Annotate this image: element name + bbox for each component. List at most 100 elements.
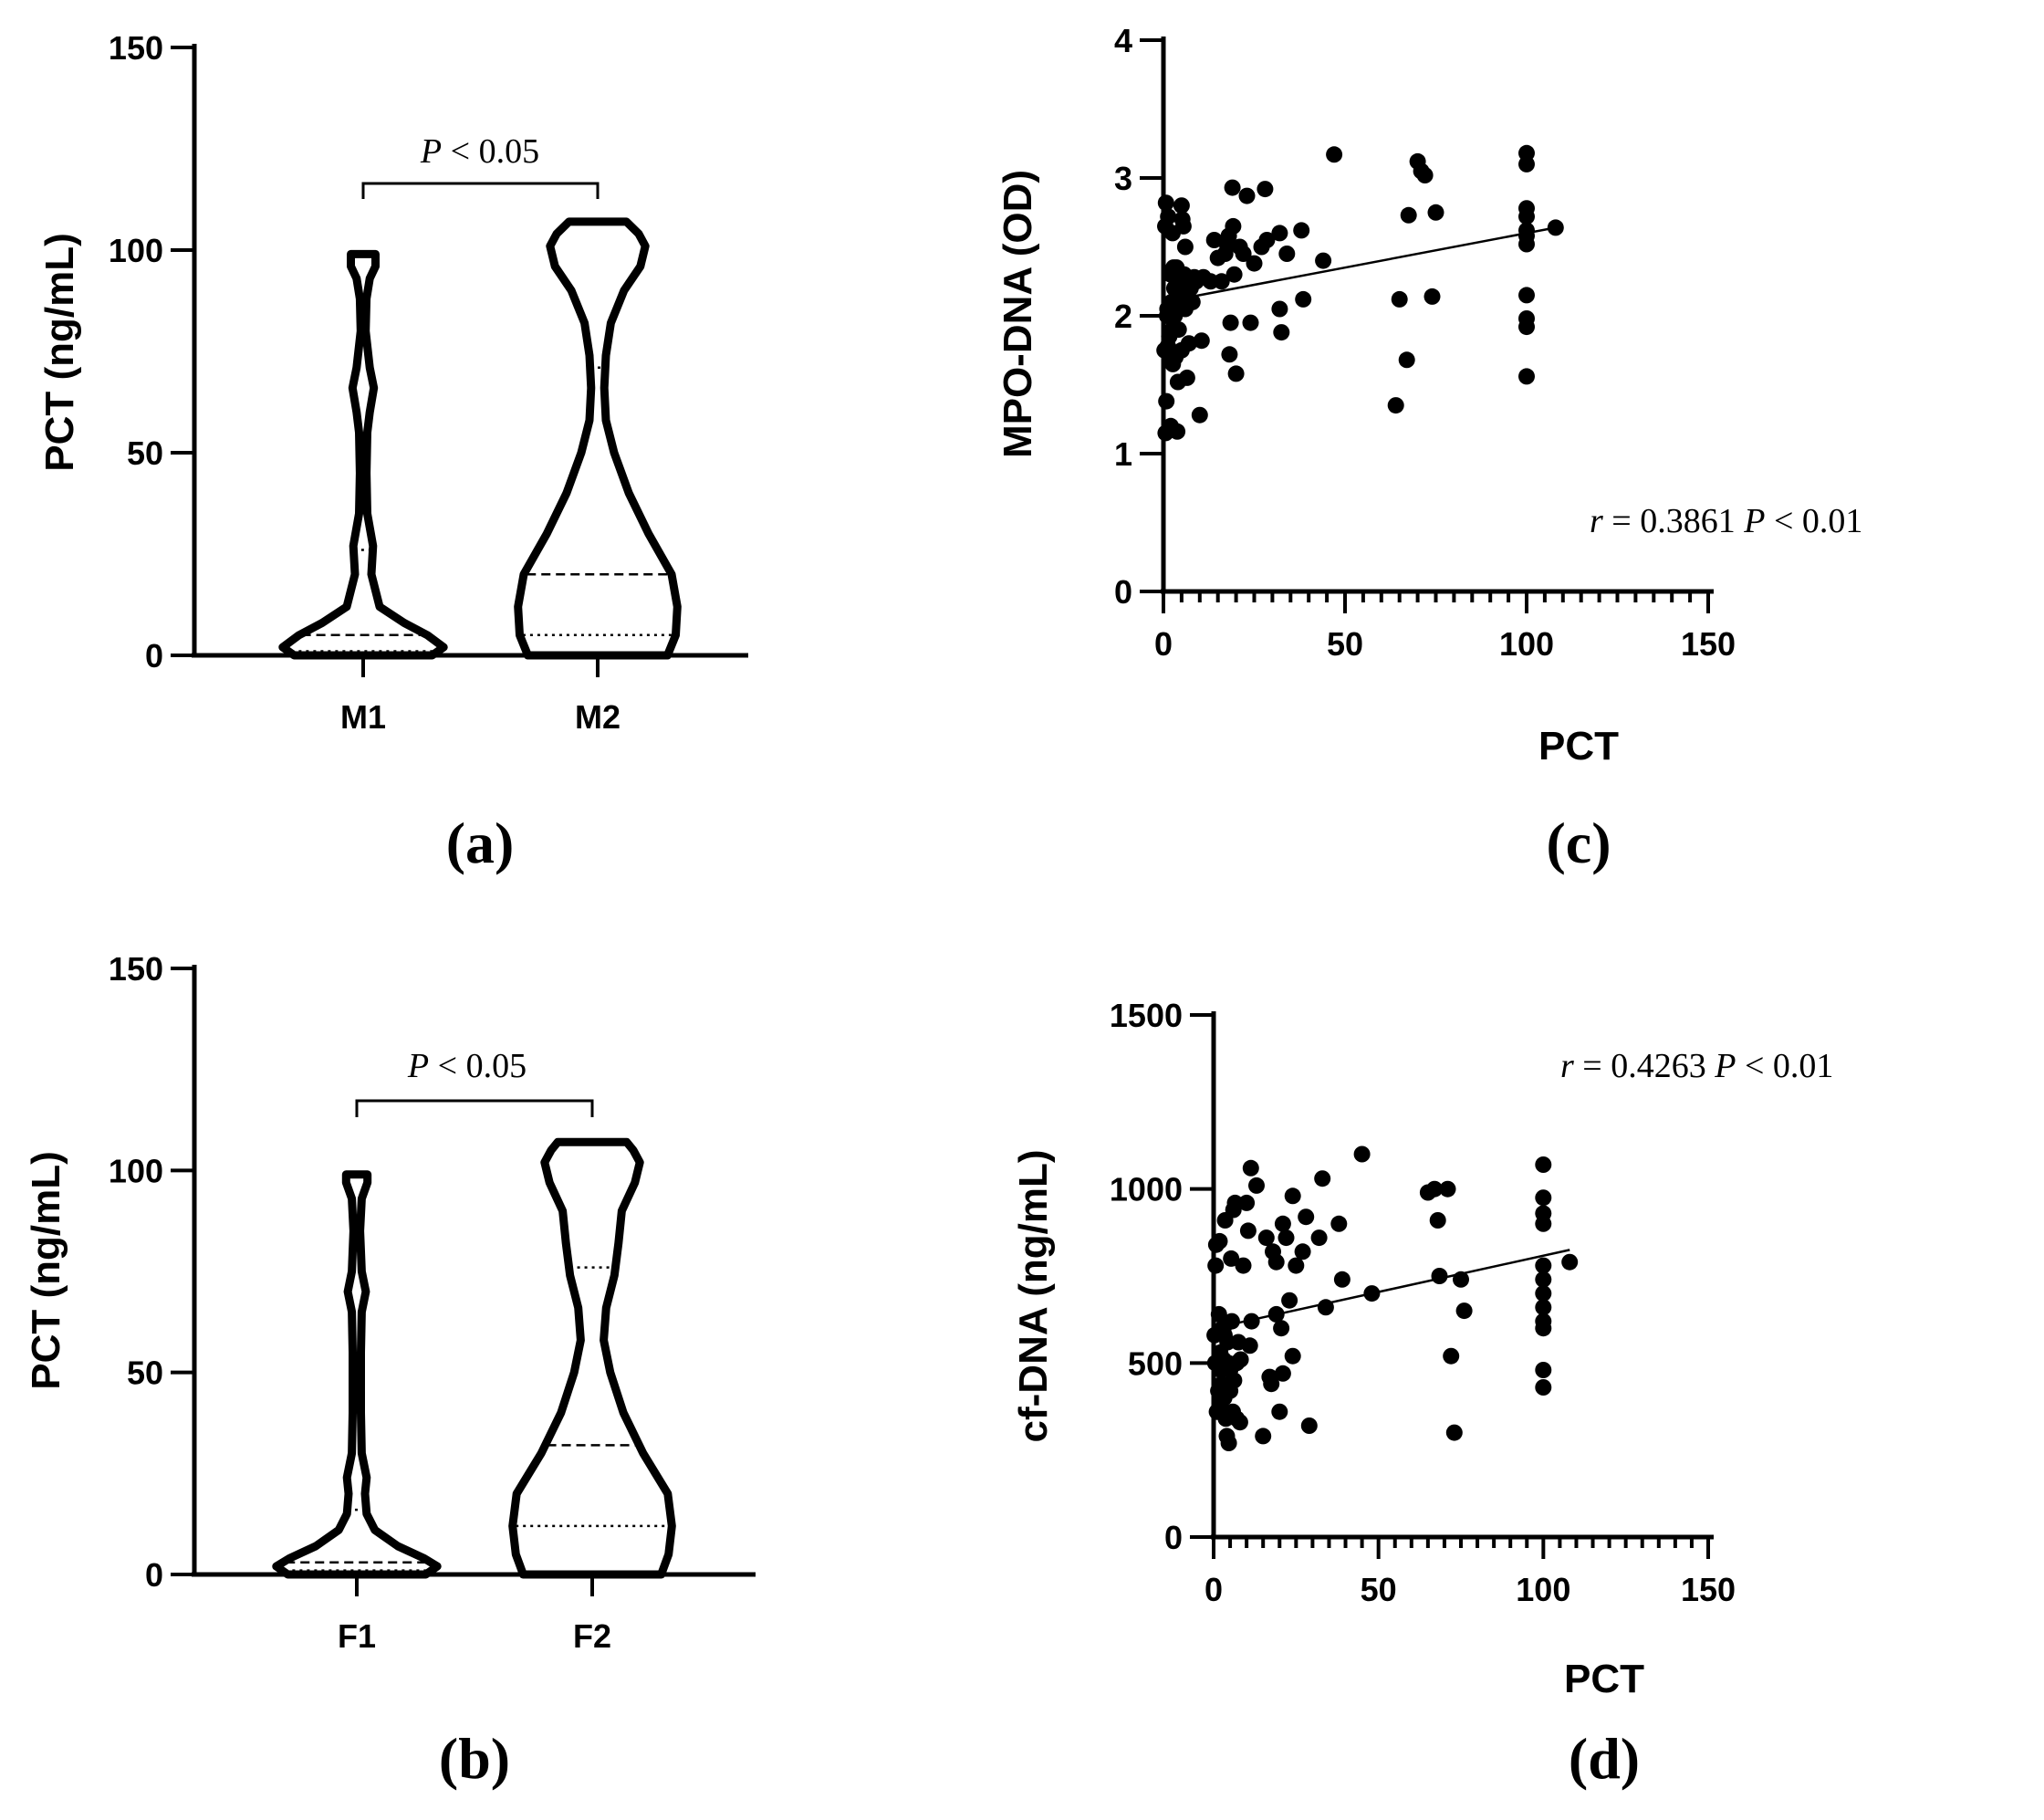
data-point (1174, 217, 1192, 235)
data-point (1455, 1302, 1473, 1320)
data-point (1225, 217, 1242, 235)
data-point (1333, 1271, 1350, 1288)
data-point (1193, 332, 1210, 350)
violin-F1 (272, 1170, 442, 1579)
data-point (1431, 1268, 1448, 1284)
data-point (1315, 252, 1332, 269)
data-point (1222, 314, 1239, 331)
data-point (1391, 290, 1408, 308)
data-point (1535, 1215, 1552, 1232)
data-point (1231, 1414, 1248, 1431)
panel-b-violins (272, 1137, 676, 1579)
panel-c-x-axis-title: PCT (1538, 724, 1619, 769)
panel-a-y-axis-title: PCT (ng/mL) (37, 233, 82, 472)
data-point (1211, 1232, 1228, 1250)
data-point (1535, 1189, 1552, 1207)
y-tick-label: 4 (1114, 22, 1132, 59)
data-point (1225, 1372, 1243, 1389)
data-point (1205, 232, 1223, 248)
y-tick-label: 50 (127, 1355, 163, 1392)
data-point (1273, 1320, 1290, 1337)
panel-c-x-ticks: 0 50 100 150 (1154, 591, 1736, 663)
data-point (1238, 1194, 1256, 1211)
y-tick-label: 0 (145, 637, 163, 675)
data-point (1271, 300, 1288, 318)
data-point (1518, 287, 1535, 304)
data-point (1271, 225, 1288, 242)
data-point (1300, 1417, 1318, 1434)
data-point (1271, 1403, 1288, 1420)
panel-c-y-axis-title: MPO-DNA (OD) (996, 170, 1040, 458)
data-point (1278, 246, 1296, 262)
x-tick-label: 50 (1327, 625, 1363, 663)
panel-d-points (1206, 1145, 1579, 1451)
y-tick-label: 0 (1164, 1519, 1183, 1556)
panel-b-label: (b) (439, 1726, 510, 1791)
y-tick-label: 2 (1114, 298, 1132, 335)
data-point (1310, 1229, 1328, 1247)
data-point (1317, 1299, 1334, 1316)
data-point (1178, 369, 1195, 386)
y-tick-label: 100 (109, 232, 163, 269)
panel-b-significance-bracket (355, 1099, 594, 1117)
data-point (1246, 255, 1263, 272)
data-point (1226, 1194, 1244, 1211)
regression-line (1213, 1249, 1570, 1330)
data-point (1160, 208, 1177, 225)
violin-F2 (508, 1137, 676, 1579)
x-tick-label: 150 (1681, 1571, 1736, 1608)
data-point (1255, 1428, 1272, 1445)
data-point (1243, 1313, 1260, 1330)
data-point (1210, 1305, 1227, 1323)
data-point (1445, 1424, 1463, 1441)
data-point (1561, 1253, 1579, 1271)
data-point (1439, 1180, 1456, 1198)
data-point (1398, 351, 1415, 369)
data-point (1184, 293, 1201, 310)
data-point (1535, 1271, 1552, 1288)
y-tick-label: 1500 (1110, 997, 1183, 1034)
data-point (1221, 346, 1238, 363)
data-point (1273, 324, 1290, 341)
data-point (1400, 206, 1417, 224)
panel-d-correlation-text: r = 0.4263 P < 0.01 (1560, 1047, 1833, 1085)
x-tick-label: 150 (1681, 625, 1736, 663)
data-point (1213, 273, 1230, 290)
x-category-label: F1 (338, 1617, 376, 1655)
panel-a-significance-bracket (361, 182, 600, 199)
data-point (1235, 1257, 1252, 1274)
data-point (1157, 194, 1174, 212)
violin-M1 (278, 249, 448, 660)
data-point (1535, 1379, 1552, 1396)
data-point (1429, 1212, 1446, 1229)
data-point (1288, 1257, 1305, 1274)
data-point (1267, 1305, 1285, 1323)
data-point (1257, 181, 1274, 198)
data-point (1535, 1362, 1552, 1378)
data-point (1220, 1435, 1237, 1451)
data-point (1518, 208, 1535, 225)
data-point (1363, 1285, 1381, 1302)
data-point (1158, 392, 1175, 410)
data-point (1169, 423, 1186, 440)
data-point (1267, 1253, 1285, 1271)
data-point (1518, 155, 1535, 173)
x-category-label: F2 (573, 1617, 611, 1655)
x-tick-label: 0 (1154, 625, 1173, 663)
data-point (1293, 222, 1310, 239)
panel-d-y-ticks: 0 500 1000 1500 (1110, 997, 1214, 1556)
x-tick-label: 50 (1361, 1571, 1397, 1608)
data-point (1180, 335, 1197, 352)
data-point (1263, 1375, 1280, 1393)
y-tick-label: 50 (127, 434, 163, 472)
x-category-label: M1 (340, 698, 386, 736)
regression-line (1163, 226, 1557, 304)
panel-c-scatter-chart: MPO-DNA (OD) 0 1 2 3 4 0 50 100 150 PCT r = 0.3… (996, 22, 1862, 875)
y-tick-label: 1 (1114, 435, 1132, 473)
data-point (1232, 1351, 1249, 1368)
panel-a-violins (278, 217, 682, 660)
data-point (1295, 290, 1312, 308)
data-point (1535, 1320, 1552, 1337)
panel-c-points (1156, 144, 1564, 442)
y-tick-label: 150 (109, 950, 163, 988)
